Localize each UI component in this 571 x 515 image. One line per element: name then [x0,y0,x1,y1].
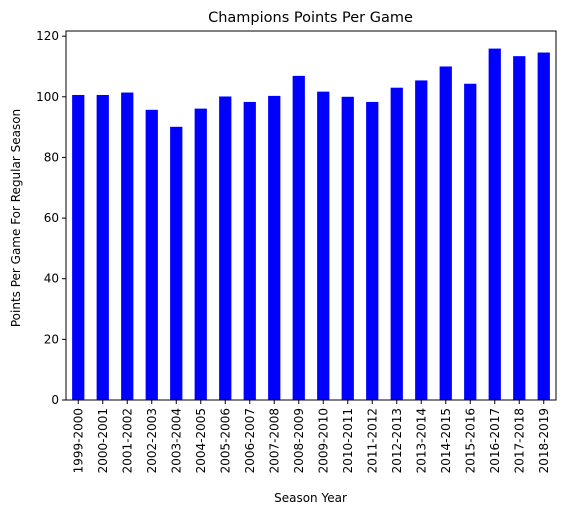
x-tick-label: 2001-2002 [120,408,134,473]
x-tick-label: 2004-2005 [194,408,208,473]
x-tick-label: 2000-2001 [96,408,110,473]
bar-2015-2016 [464,83,477,400]
bar-2010-2011 [341,96,354,400]
x-tick-label: 2002-2003 [145,408,159,473]
bar-2013-2014 [415,80,428,400]
bar-2002-2003 [145,109,158,401]
x-tick-label: 2012-2013 [390,408,404,473]
x-tick-label: 2018-2019 [537,408,551,473]
x-tick-label: 2013-2014 [414,408,428,473]
y-tick-label: 60 [44,211,59,225]
x-tick-label: 1999-2000 [71,408,85,473]
bar-2009-2010 [317,91,330,400]
x-tick-label: 2017-2018 [512,408,526,473]
bar-2018-2019 [537,52,550,400]
x-tick-label: 2003-2004 [169,408,183,473]
bar-2012-2013 [390,87,403,401]
bar-2007-2008 [268,95,281,400]
y-tick-label: 40 [44,272,59,286]
x-tick-label: 2010-2011 [341,408,355,473]
x-tick-label: 2005-2006 [218,408,232,473]
y-tick-label: 100 [36,90,59,104]
bar-2005-2006 [219,96,232,401]
y-tick-label: 80 [44,150,59,164]
x-tick-label: 2016-2017 [488,408,502,473]
x-axis: 1999-2000 2000-2001 2001-2002 2002-2003 2003… [71,400,551,473]
y-axis: 0 20 40 60 80 100 120 [36,29,66,407]
x-axis-label: Season Year [274,491,347,505]
bar-2014-2015 [439,66,452,400]
x-tick-label: 2014-2015 [439,408,453,473]
x-tick-label: 2009-2010 [316,408,330,473]
bar-2011-2012 [366,101,379,400]
bar-2006-2007 [243,101,256,400]
bar-1999-2000 [72,94,85,401]
x-tick-label: 2006-2007 [243,408,257,473]
bar-2016-2017 [488,48,501,400]
bar-2008-2009 [292,75,305,401]
x-tick-label: 2007-2008 [267,408,281,473]
x-tick-label: 2008-2009 [292,408,306,473]
y-tick-label: 120 [36,29,59,43]
y-tick-label: 20 [44,332,59,346]
bar-2017-2018 [513,56,526,400]
plot-frame [65,30,557,401]
x-tick-label: 2015-2016 [463,408,477,473]
chart-title: Champions Points Per Game [208,10,413,26]
bar-2003-2004 [170,126,183,400]
y-tick-label: 0 [51,393,59,407]
y-axis-label: Points Per Game For Regular Season [9,109,23,327]
bar-2000-2001 [96,94,109,401]
plot-area [72,48,550,401]
bar-2004-2005 [194,108,207,401]
bar-2001-2002 [121,92,134,400]
x-tick-label: 2011-2012 [365,408,379,473]
